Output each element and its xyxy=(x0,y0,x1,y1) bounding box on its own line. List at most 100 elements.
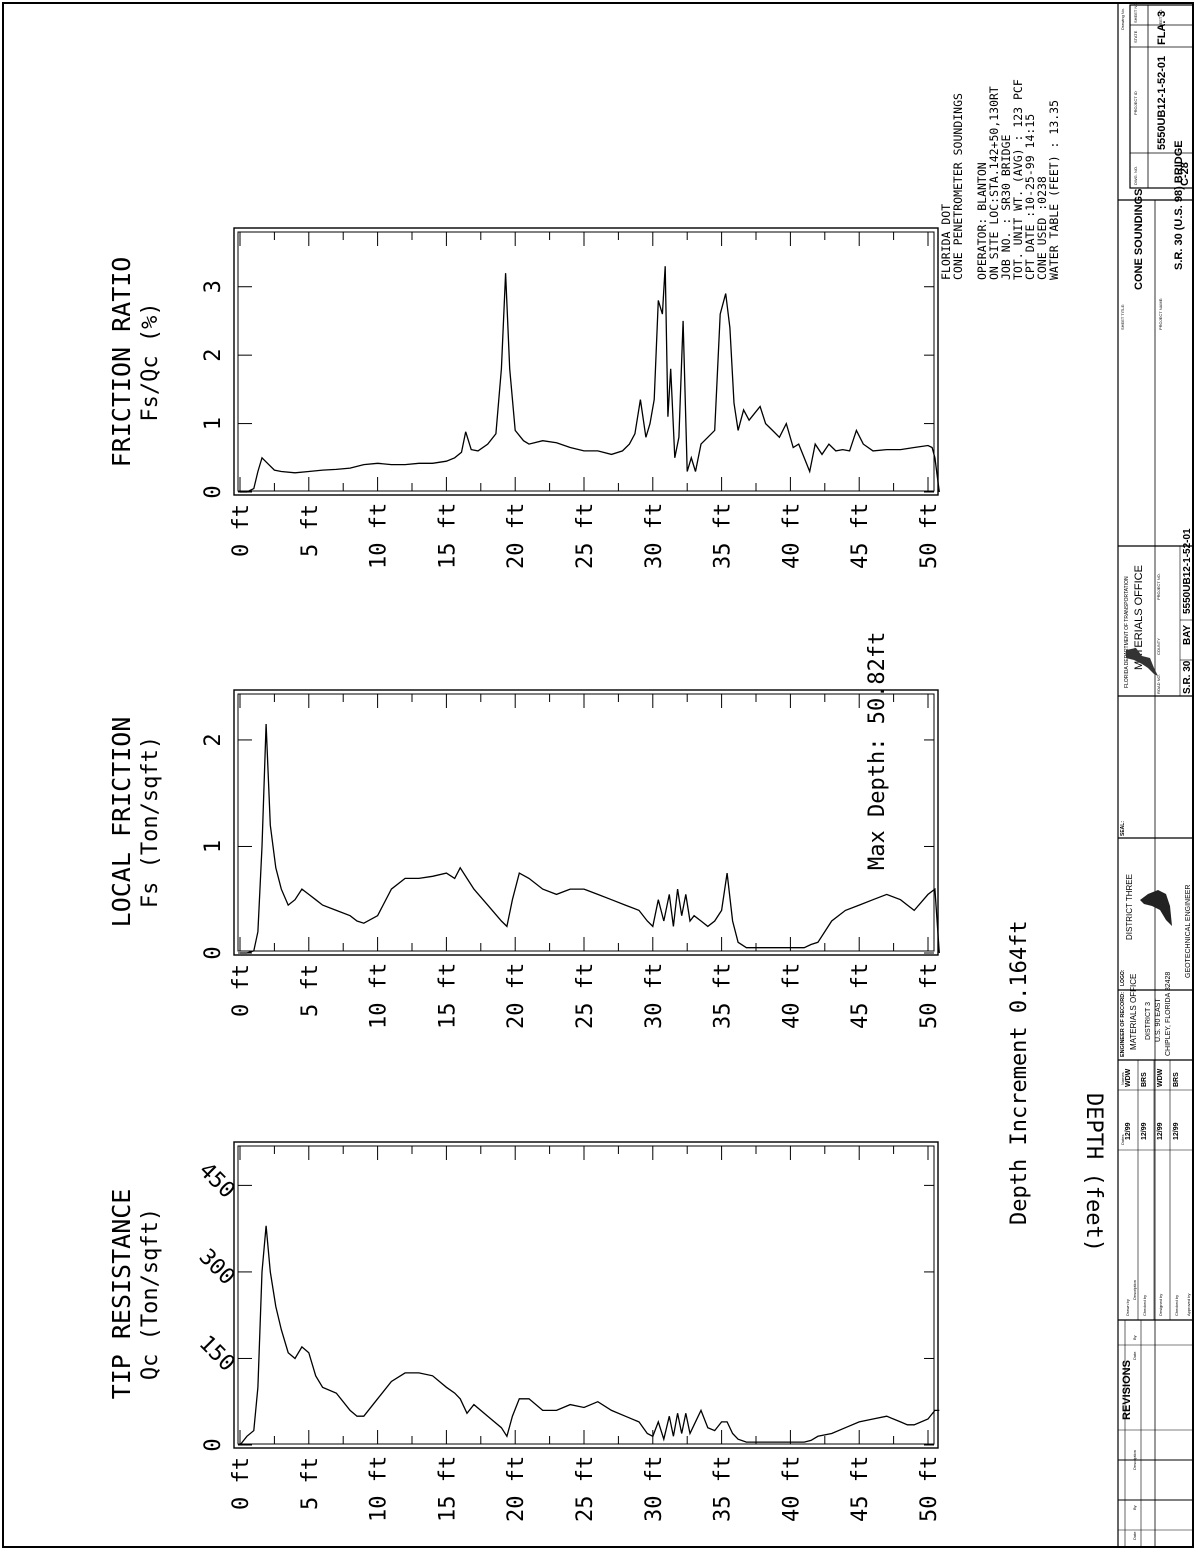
depth-tick-label: 5 ft xyxy=(298,504,323,557)
engineer-line: U.S. 90 EAST xyxy=(1155,998,1162,1042)
value-tick-label: 0 xyxy=(201,946,226,959)
chart-ylabel: Fs/Qc (%) xyxy=(138,302,163,421)
engineer-line: MATERIALS OFFICE xyxy=(1129,974,1138,1050)
depth-tick-label: 5 ft xyxy=(298,964,323,1017)
project-no: 5550UB12-1-52-01 xyxy=(1182,528,1193,614)
depth-tick-label: 20 ft xyxy=(504,1456,529,1522)
depth-tick-label: 0 ft xyxy=(229,964,254,1017)
logo-line: DISTRICT THREE xyxy=(1125,874,1134,940)
max-depth-text: Max Depth: 50.82ft xyxy=(865,632,890,870)
fdot-line2: MATERIALS OFFICE xyxy=(1133,565,1145,670)
revisions-title: REVISIONS xyxy=(1121,1360,1133,1420)
signoff-role: Drawn by xyxy=(1125,1299,1130,1316)
signoff-date: 12/99 xyxy=(1125,1122,1132,1140)
depth-tick-label: 45 ft xyxy=(848,963,873,1029)
depth-increment-text: Depth Increment 0.164ft xyxy=(1007,920,1032,1225)
signoff-name: WDW xyxy=(1157,1068,1164,1087)
chart-0: 0 ft 5 ft 10 ft 15 ft 20 ft 25 ft 30 ft 35 ft 40… xyxy=(107,227,942,569)
plot-frame xyxy=(233,689,939,956)
sheet-no-value: 3 xyxy=(1156,11,1168,17)
info-line: TOT. UNIT WT. (AVG) : 123 PCF xyxy=(1011,79,1025,280)
state-label: STATE xyxy=(1133,30,1138,43)
depth-tick-label: 40 ft xyxy=(779,503,804,569)
project-name: S.R. 30 (U.S. 98) BRIDGE xyxy=(1173,140,1185,270)
info-line: CONE USED :0238 xyxy=(1035,176,1049,280)
info-line: ON SITE LOC:STA.142+50,130RT xyxy=(987,86,1001,280)
sheet-no-label: SHEET NO. xyxy=(1133,2,1138,24)
signoff-name: WDW xyxy=(1125,1068,1132,1087)
depth-tick-label: 10 ft xyxy=(367,1456,392,1522)
depth-tick-label: 50 ft xyxy=(917,1456,942,1522)
depth-tick-label: 45 ft xyxy=(848,1456,873,1522)
signoff-date: 12/99 xyxy=(1157,1122,1164,1140)
signoff-header: Dates xyxy=(1120,1135,1125,1145)
chart-1: 0 ft 5 ft 10 ft 15 ft 20 ft 25 ft 30 ft 35 ft 40… xyxy=(107,689,942,1029)
value-tick-label: 1 xyxy=(201,840,226,853)
depth-tick-label: 10 ft xyxy=(367,963,392,1029)
info-line: FLORIDA DOT xyxy=(939,204,953,280)
florida-map-icon xyxy=(1126,648,1158,676)
value-tick-label: 300 xyxy=(194,1244,240,1290)
rev-header: Date xyxy=(1132,1531,1137,1540)
road-no: S.R. 30 xyxy=(1182,660,1193,694)
depth-tick-label: 15 ft xyxy=(435,963,460,1029)
signoff-name: BRS xyxy=(1173,1072,1180,1087)
sheet-title-label: SHEET TITLE: xyxy=(1120,304,1125,330)
depth-tick-label: 45 ft xyxy=(848,503,873,569)
state-value: FLA. xyxy=(1156,21,1168,45)
info-line: WATER TABLE (FEET) : 13.35 xyxy=(1047,100,1061,280)
title-block: Drawing No. SHEET NO. SHEET TITLE: CONE … xyxy=(1117,2,1194,1548)
signoff-role: Approved by xyxy=(1186,1294,1191,1316)
value-tick-label: 2 xyxy=(201,733,226,746)
chart-title: TIP RESISTANCE xyxy=(107,1189,136,1400)
rev-header: By xyxy=(1132,1335,1137,1340)
depth-tick-label: 50 ft xyxy=(917,963,942,1029)
plot-frame xyxy=(233,1141,939,1449)
logo-caption: GEOTECHNICAL ENGINEER xyxy=(1185,885,1192,978)
depth-axis-label: DEPTH (feet) xyxy=(1081,1093,1106,1252)
depth-tick-label: 30 ft xyxy=(642,503,667,569)
rev-header: Description xyxy=(1132,1450,1137,1470)
drawing-no-label: Drawing No. xyxy=(1120,8,1125,30)
depth-tick-label: 25 ft xyxy=(573,963,598,1029)
depth-tick-label: 25 ft xyxy=(573,1456,598,1522)
depth-tick-label: 0 ft xyxy=(229,504,254,557)
info-line: OPERATOR: BLANTON xyxy=(975,162,989,280)
depth-tick-label: 50 ft xyxy=(917,503,942,569)
depth-tick-label: 0 ft xyxy=(229,1457,254,1510)
value-tick-label: 450 xyxy=(194,1158,240,1204)
chart-ylabel: Qc (Ton/sqft) xyxy=(138,1208,163,1380)
fdot-line1: FLORIDA DEPARTMENT OF TRANSPORTATION xyxy=(1124,576,1130,688)
project-no-label: PROJECT NO. xyxy=(1156,573,1161,600)
engineer-line: CHIPLEY, FLORIDA 32428 xyxy=(1165,972,1172,1056)
info-line: JOB NO. : SR30 BRIDGE xyxy=(999,135,1013,280)
sheet-no-label-bottom: SHEET NO. xyxy=(1158,9,1163,31)
road-no-label: ROAD NO. xyxy=(1156,674,1161,694)
project-id-value: 5550UB12-1-52-01 xyxy=(1156,56,1168,150)
chart-title: FRICTION RATIO xyxy=(107,257,136,468)
info-line: CONE PENETROMETER SOUNDINGS xyxy=(951,93,965,280)
series-line xyxy=(239,1225,940,1446)
depth-tick-label: 35 ft xyxy=(711,503,736,569)
depth-tick-label: 30 ft xyxy=(642,1456,667,1522)
value-tick-label: 0 xyxy=(201,1438,226,1451)
chart-title: LOCAL FRICTION xyxy=(107,717,136,928)
depth-tick-label: 20 ft xyxy=(504,963,529,1029)
cpt-charts: 0 ft 5 ft 10 ft 15 ft 20 ft 25 ft 30 ft 35 ft 40… xyxy=(107,227,942,1522)
signoff-date: 12/99 xyxy=(1173,1122,1180,1140)
project-name-label: PROJECT NAME: xyxy=(1158,298,1163,330)
value-tick-label: 3 xyxy=(201,280,226,293)
depth-tick-label: 35 ft xyxy=(711,963,736,1029)
value-tick-label: 0 xyxy=(201,485,226,498)
value-tick-label: 2 xyxy=(201,349,226,362)
depth-tick-label: 40 ft xyxy=(779,1456,804,1522)
signoff-role: Checked by xyxy=(1142,1295,1147,1316)
signoff-date: 12/99 xyxy=(1141,1122,1148,1140)
plot-frame-inner xyxy=(237,693,935,952)
sheet-title: CONE SOUNDINGS xyxy=(1133,189,1145,290)
signoff-header: Names xyxy=(1120,1072,1125,1085)
project-id-label: PROJECT ID xyxy=(1133,91,1138,115)
plot-frame xyxy=(233,227,939,496)
county: BAY xyxy=(1182,624,1193,645)
